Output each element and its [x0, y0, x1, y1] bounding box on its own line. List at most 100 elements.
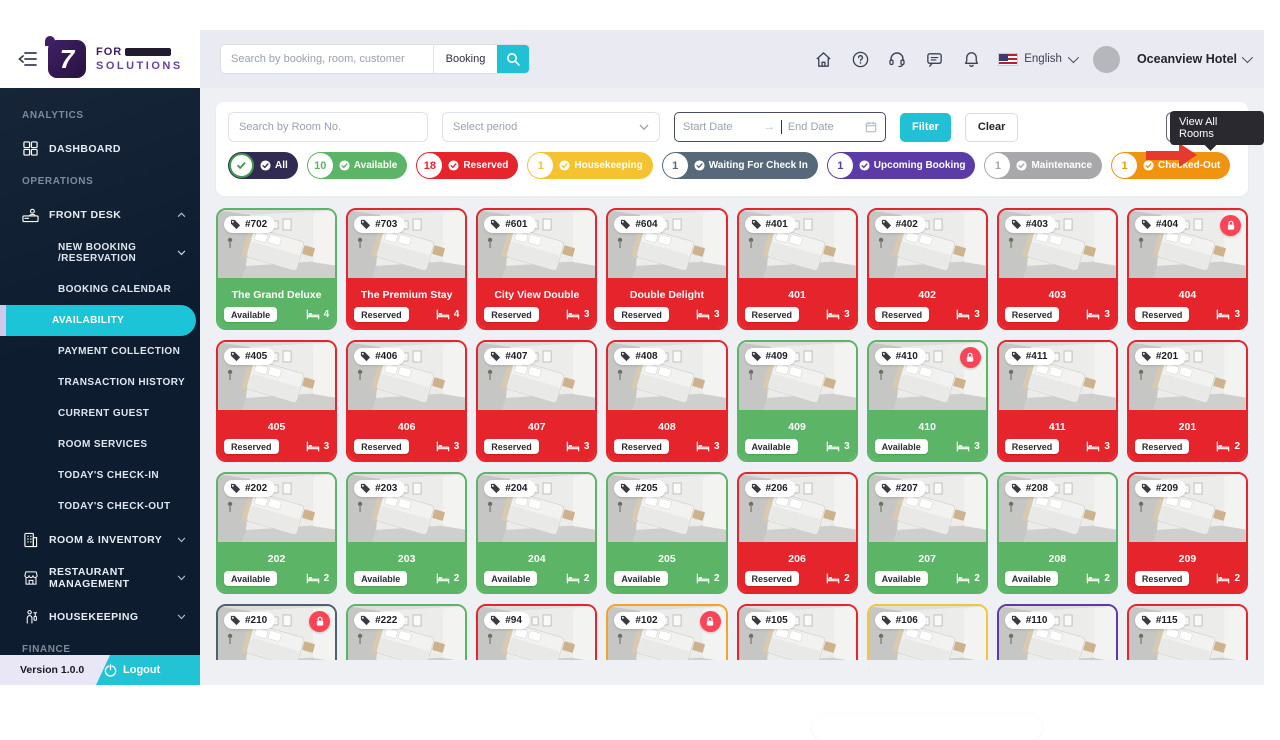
- room-card-94[interactable]: #94: [476, 604, 598, 660]
- room-card-408[interactable]: #408 408 Reserved 3: [606, 340, 728, 462]
- room-number-badge: #411: [1004, 348, 1056, 365]
- help-icon[interactable]: [850, 49, 870, 69]
- room-card-703[interactable]: #703 The Premium Stay Reserved 4: [346, 208, 468, 330]
- search-button[interactable]: [497, 45, 529, 73]
- room-card-206[interactable]: #206 206 Reserved 2: [736, 472, 858, 594]
- room-card-601[interactable]: #601 City View Double Reserved 3: [476, 208, 598, 330]
- room-card-204[interactable]: #204 204 Available 2: [476, 472, 598, 594]
- sidebar-subitem-booking-calendar[interactable]: BOOKING CALENDAR: [58, 284, 172, 295]
- room-number: #201: [1155, 351, 1179, 362]
- bed-count: 3: [436, 441, 459, 452]
- room-card-203[interactable]: #203 203 Available 2: [346, 472, 468, 594]
- status-pill-maintenance[interactable]: 1 Maintenance: [984, 152, 1103, 179]
- room-card-409[interactable]: #409 409 Available 3: [736, 340, 858, 462]
- room-card-205[interactable]: #205 205 Available 2: [606, 472, 728, 594]
- date-range-picker[interactable]: Start Date → End Date: [674, 112, 886, 142]
- room-search-input[interactable]: [228, 112, 428, 142]
- room-card-106[interactable]: #106: [866, 604, 988, 660]
- status-pill-waiting[interactable]: 1 Waiting For Check In: [661, 152, 818, 179]
- sidebar-subitem-room-services[interactable]: ROOM SERVICES: [58, 439, 148, 450]
- room-number-badge: #202: [224, 480, 276, 497]
- view-all-rooms-tooltip: View All Rooms: [1170, 111, 1264, 145]
- account-menu[interactable]: Oceanview Hotel: [1137, 51, 1254, 66]
- room-card-201[interactable]: #201 201 Reserved 2: [1126, 340, 1248, 462]
- room-card-406[interactable]: #406 406 Reserved 3: [346, 340, 468, 462]
- sidebar-subitem-availability[interactable]: AVAILABILITY: [0, 305, 196, 336]
- logout-button[interactable]: Logout: [104, 655, 200, 685]
- room-card-407[interactable]: #407 407 Reserved 3: [476, 340, 598, 462]
- tag-icon: [881, 351, 891, 362]
- status-pill-all[interactable]: All: [228, 152, 298, 179]
- room-number-badge: #94: [484, 612, 530, 629]
- room-number: #407: [505, 351, 528, 362]
- status-pill-reserved[interactable]: 18 Reserved: [416, 152, 519, 179]
- avatar[interactable]: [1092, 45, 1120, 73]
- sidebar-subitem-transaction-history[interactable]: TRANSACTION HISTORY: [58, 377, 186, 388]
- room-card-401[interactable]: #401 401 Reserved 3: [736, 208, 858, 330]
- chevron-down-icon: [177, 575, 186, 581]
- sidebar-subitem-new-booking-reservation[interactable]: NEW BOOKING /RESERVATION: [0, 232, 200, 274]
- rooms-scroll-area[interactable]: #702 The Grand Deluxe Available 4 #703 The Pr…: [216, 208, 1248, 660]
- sidebar-subitem-today-s-check-out[interactable]: TODAY'S CHECK-OUT: [58, 501, 171, 512]
- room-photo: #208: [998, 474, 1116, 542]
- room-card-115[interactable]: #115: [1126, 604, 1248, 660]
- end-date-placeholder: End Date: [787, 121, 834, 133]
- status-pill-housekeeping[interactable]: 1 Housekeeping: [527, 152, 653, 179]
- sidebar-item-dashboard[interactable]: DASHBOARD: [0, 131, 200, 166]
- filter-button[interactable]: Filter: [900, 112, 951, 142]
- chat-icon[interactable]: [924, 49, 944, 69]
- room-card-105[interactable]: #105: [736, 604, 858, 660]
- room-card-411[interactable]: #411 411 Reserved 3: [996, 340, 1118, 462]
- language-select[interactable]: English: [998, 51, 1080, 66]
- sidebar-item-room-inventory[interactable]: ROOM & INVENTORY: [0, 522, 200, 557]
- period-select[interactable]: Select period: [442, 112, 660, 142]
- support-headset-icon[interactable]: [887, 49, 907, 69]
- search-category-select[interactable]: Booking: [433, 45, 497, 73]
- room-name: The Premium Stay: [360, 289, 453, 301]
- room-card-403[interactable]: #403 403 Reserved 3: [996, 208, 1118, 330]
- room-card-405[interactable]: #405 405 Reserved 3: [216, 340, 338, 462]
- sidebar-item-front-desk[interactable]: FRONT DESK: [0, 197, 200, 232]
- room-card-102[interactable]: #102: [606, 604, 728, 660]
- bed-icon: [1217, 309, 1230, 320]
- status-pill-upcoming[interactable]: 1 Upcoming Booking: [826, 152, 976, 179]
- bed-count: 2: [436, 573, 459, 584]
- room-card-604[interactable]: #604 Double Delight Reserved 3: [606, 208, 728, 330]
- sidebar-subitem-payment-collection[interactable]: PAYMENT COLLECTION: [58, 346, 181, 357]
- room-card-210[interactable]: #210: [216, 604, 338, 660]
- floating-scrollbar[interactable]: [812, 714, 1042, 740]
- range-arrow: →: [763, 121, 775, 133]
- sidebar-subitem-current-guest[interactable]: CURRENT GUEST: [58, 408, 150, 419]
- tag-icon: [751, 351, 761, 362]
- room-card-110[interactable]: #110: [996, 604, 1118, 660]
- room-card-209[interactable]: #209 209 Reserved 2: [1126, 472, 1248, 594]
- room-number-badge: #702: [224, 216, 276, 233]
- room-card-body: The Grand Deluxe Available 4: [218, 278, 336, 328]
- room-card-222[interactable]: #222: [346, 604, 468, 660]
- room-card-402[interactable]: #402 402 Reserved 3: [866, 208, 988, 330]
- status-pill-available[interactable]: 10 Available: [306, 152, 408, 179]
- room-card-body: 407 Reserved 3: [478, 410, 596, 460]
- room-card-body: 402 Reserved 3: [868, 278, 986, 328]
- sidebar-item-housekeeping[interactable]: HOUSEKEEPING: [0, 599, 200, 634]
- home-icon[interactable]: [813, 49, 833, 69]
- room-number: #204: [505, 483, 528, 494]
- room-card-404[interactable]: #404 404 Reserved 3: [1126, 208, 1248, 330]
- room-status-chip: Reserved: [354, 307, 409, 322]
- room-card-207[interactable]: #207 207 Available 2: [866, 472, 988, 594]
- bed-count: 3: [1086, 441, 1110, 452]
- room-card-202[interactable]: #202 202 Available 2: [216, 472, 338, 594]
- sidebar-subitem-today-s-check-in[interactable]: TODAY'S CHECK-IN: [58, 470, 160, 481]
- notifications-bell-icon[interactable]: [961, 49, 981, 69]
- room-photo: #115: [1128, 606, 1246, 660]
- logo-row: 7 FOR SOLUTIONS: [0, 30, 200, 88]
- global-search-input[interactable]: [221, 45, 433, 73]
- room-card-702[interactable]: #702 The Grand Deluxe Available 4: [216, 208, 338, 330]
- sidebar-collapse-icon[interactable]: [18, 51, 38, 67]
- room-status-chip: Available: [614, 571, 668, 586]
- room-photo: #201: [1128, 342, 1246, 410]
- clear-button[interactable]: Clear: [964, 112, 1019, 142]
- room-card-208[interactable]: #208 208 Available 2: [996, 472, 1118, 594]
- sidebar-item-restaurant-management[interactable]: RESTAURANT MANAGEMENT: [0, 557, 200, 599]
- room-card-410[interactable]: #410 410 Available 3: [866, 340, 988, 462]
